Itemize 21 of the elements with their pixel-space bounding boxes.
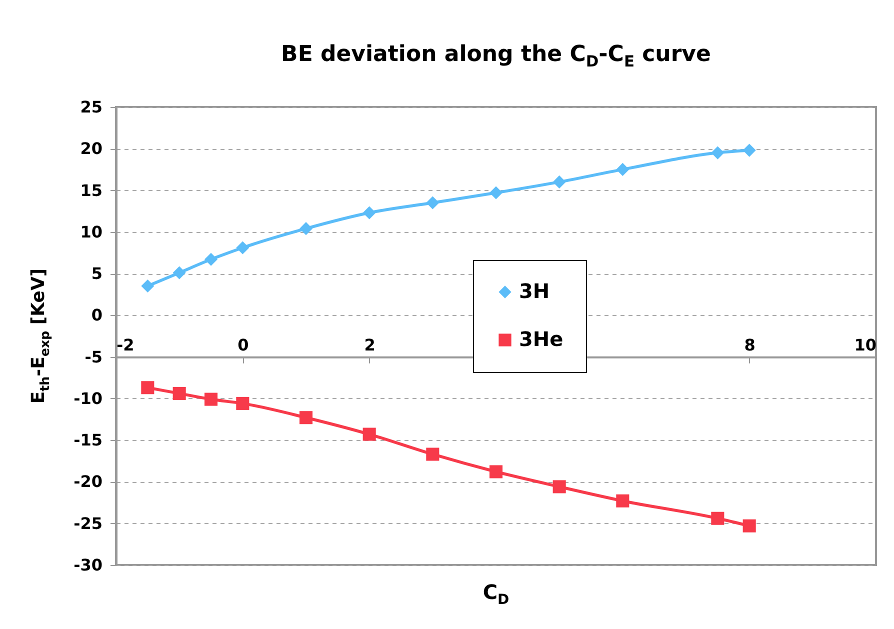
chart-title: BE deviation along the C$_{D}$-C$_{E}$ curve <box>280 42 712 70</box>
x-tick-label: 10 <box>854 335 876 354</box>
x-tick-label: 8 <box>744 335 756 354</box>
x-tick-label: 2 <box>364 335 376 354</box>
x-tick-label: 0 <box>238 335 249 354</box>
y-tick-label: -30 <box>74 556 102 574</box>
y-tick-label: -20 <box>74 472 102 492</box>
legend-label: 3He <box>519 327 564 351</box>
y-tick-label: -25 <box>74 514 102 533</box>
x-axis-title: C$_{D}$ <box>482 580 510 608</box>
y-tick-label: -10 <box>74 388 102 408</box>
y-tick-label: -5 <box>84 347 102 366</box>
y-tick-label: 0 <box>91 306 102 325</box>
legend-label: 3H <box>519 279 550 303</box>
y-tick-label: 20 <box>80 139 102 158</box>
y-tick-label: -15 <box>74 430 102 450</box>
y-tick-label: 15 <box>80 180 102 200</box>
y-tick-label: 5 <box>91 264 102 284</box>
y-tick-label: 10 <box>80 222 102 242</box>
y-tick-label: 25 <box>80 98 102 116</box>
x-tick-label: -2 <box>116 335 134 354</box>
